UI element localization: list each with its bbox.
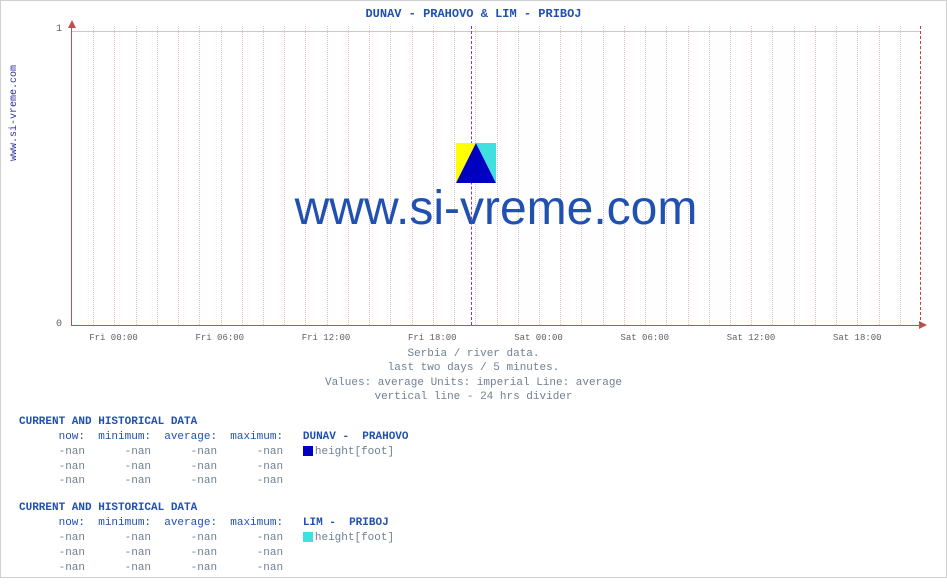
table-row: -nan -nan -nan -nan height[foot] [19,445,409,460]
plot-area [71,26,921,326]
gridline-v [178,26,179,325]
gridline-v [815,26,816,325]
x-tick-label: Sat 12:00 [727,333,776,343]
y-tick-label: 1 [56,24,62,35]
legend-label: height[foot] [315,532,394,544]
gridline-v [284,26,285,325]
x-tick-label: Fri 18:00 [408,333,457,343]
right-edge-line [920,26,921,325]
caption-line: vertical line - 24 hrs divider [1,390,946,404]
gridline-v [751,26,752,325]
chart-title: DUNAV - PRAHOVO & LIM - PRIBOJ [1,7,946,21]
gridline-v [560,26,561,325]
x-tick-label: Fri 00:00 [89,333,138,343]
gridline-v [857,26,858,325]
series-swatch-icon [303,532,313,542]
table-header-row: now: minimum: average: maximum: DUNAV - … [19,430,409,445]
data-tables: CURRENT AND HISTORICAL DATA now: minimum… [19,415,409,587]
gridline-v [497,26,498,325]
table-title: CURRENT AND HISTORICAL DATA [19,501,409,516]
x-tick-label: Sat 06:00 [620,333,669,343]
y-axis-arrow-icon [68,20,76,28]
gridline-v [369,26,370,325]
table-row: -nan -nan -nan -nan [19,474,409,489]
y-axis-site-label: www.si-vreme.com [9,65,20,161]
data-table: CURRENT AND HISTORICAL DATA now: minimum… [19,415,409,489]
chart-caption: Serbia / river data.last two days / 5 mi… [1,347,946,404]
gridline-v [348,26,349,325]
y-tick-label: 0 [56,319,62,330]
gridline-v [454,26,455,325]
gridline-v [114,26,115,325]
x-tick-label: Sat 18:00 [833,333,882,343]
gridline-v [221,26,222,325]
gridline-v [539,26,540,325]
gridline-v [242,26,243,325]
gridline-v [157,26,158,325]
watermark-logo-icon [456,143,496,183]
gridline-v [327,26,328,325]
table-row: -nan -nan -nan -nan [19,460,409,475]
caption-line: Serbia / river data. [1,347,946,361]
caption-line: last two days / 5 minutes. [1,361,946,375]
gridline-v [772,26,773,325]
data-table: CURRENT AND HISTORICAL DATA now: minimum… [19,501,409,575]
table-title: CURRENT AND HISTORICAL DATA [19,415,409,430]
gridline-v [433,26,434,325]
gridline-v [688,26,689,325]
legend-label: height[foot] [315,446,394,458]
gridline-v [93,26,94,325]
table-row: -nan -nan -nan -nan height[foot] [19,531,409,546]
gridline-v [199,26,200,325]
table-header-row: now: minimum: average: maximum: LIM - PR… [19,516,409,531]
caption-line: Values: average Units: imperial Line: av… [1,376,946,390]
gridline-v [136,26,137,325]
gridline-v [879,26,880,325]
gridline-v [794,26,795,325]
series-swatch-icon [303,446,313,456]
x-tick-label: Fri 12:00 [302,333,351,343]
gridline-v [709,26,710,325]
gridline-v [263,26,264,325]
gridline-v [836,26,837,325]
gridline-v [305,26,306,325]
gridline-v [900,26,901,325]
table-row: -nan -nan -nan -nan [19,546,409,561]
table-row: -nan -nan -nan -nan [19,561,409,576]
gridline-v [666,26,667,325]
gridline-v [730,26,731,325]
gridline-v [581,26,582,325]
gridline-v [390,26,391,325]
gridline-v [603,26,604,325]
gridline-v [518,26,519,325]
gridline-v [412,26,413,325]
gridline-v [624,26,625,325]
gridline-v [645,26,646,325]
x-tick-label: Sat 00:00 [514,333,563,343]
x-tick-label: Fri 06:00 [195,333,244,343]
